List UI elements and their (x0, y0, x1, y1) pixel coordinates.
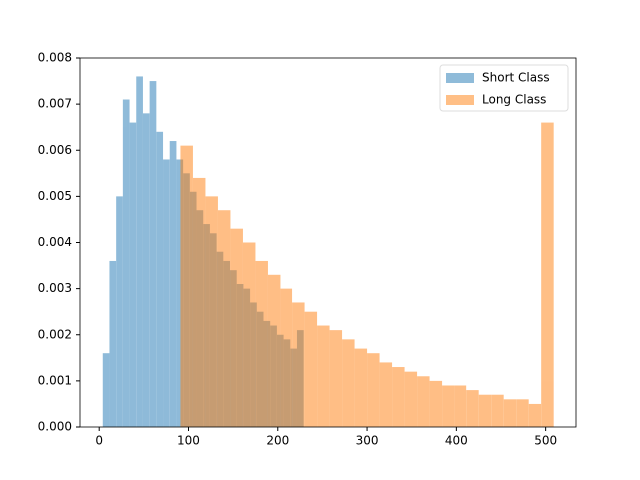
x-tick-label: 0 (95, 434, 103, 448)
bar (176, 159, 184, 427)
bar (392, 367, 405, 427)
legend-swatch (446, 73, 474, 83)
bar (280, 288, 293, 427)
bar (122, 99, 130, 427)
series (180, 122, 554, 427)
bar (192, 177, 206, 427)
x-tick-label: 300 (356, 434, 379, 448)
bar (516, 399, 529, 427)
bar (267, 274, 281, 427)
bar (156, 131, 164, 428)
bar (491, 394, 504, 427)
bar (317, 325, 330, 427)
bar (136, 76, 143, 427)
bar (354, 348, 368, 427)
bar (503, 399, 517, 427)
bar (102, 353, 110, 427)
bar (404, 371, 418, 427)
bar (292, 302, 305, 427)
bar (329, 330, 343, 427)
bar (116, 196, 123, 427)
bar (429, 380, 443, 427)
bar (230, 228, 243, 427)
y-tick-label: 0.008 (38, 51, 72, 65)
bar (541, 122, 554, 427)
x-tick-label: 100 (177, 434, 200, 448)
bar (454, 385, 467, 427)
bar (342, 339, 355, 427)
bar (442, 385, 455, 427)
bar (180, 145, 193, 427)
legend-swatch (446, 95, 474, 105)
y-tick-label: 0.000 (38, 420, 72, 434)
bar (478, 394, 492, 427)
bar (379, 362, 393, 427)
legend-label: Long Class (482, 93, 546, 107)
bar (528, 403, 542, 427)
bar (255, 260, 268, 427)
bar (304, 311, 318, 427)
y-tick-label: 0.006 (38, 143, 72, 157)
bar (129, 122, 137, 427)
y-tick-label: 0.001 (38, 373, 72, 387)
x-tick-label: 200 (266, 434, 289, 448)
x-tick-label: 500 (534, 434, 557, 448)
bar (169, 141, 177, 427)
bar (109, 260, 117, 427)
bar (142, 113, 150, 427)
bar (242, 242, 256, 427)
bar (466, 390, 479, 427)
y-tick-label: 0.007 (38, 97, 72, 111)
y-tick-label: 0.002 (38, 327, 72, 341)
y-tick-label: 0.005 (38, 189, 72, 203)
y-tick-label: 0.004 (38, 235, 72, 249)
bar (149, 81, 157, 427)
bar (367, 353, 380, 427)
bar (163, 159, 170, 427)
bar (417, 376, 430, 427)
y-tick-label: 0.003 (38, 281, 72, 295)
bar (217, 210, 231, 427)
bar (205, 196, 218, 427)
legend-label: Short Class (482, 71, 550, 85)
x-tick-label: 400 (445, 434, 468, 448)
